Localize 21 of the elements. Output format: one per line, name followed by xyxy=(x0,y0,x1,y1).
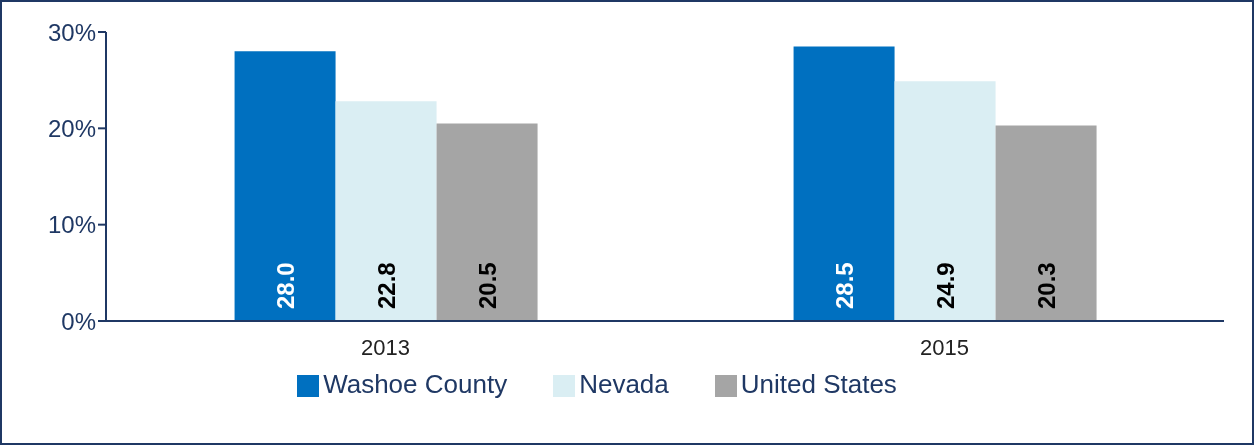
legend-label: United States xyxy=(740,369,897,399)
y-tick-label: 0% xyxy=(61,307,96,335)
x-tick-label: 2013 xyxy=(361,334,410,360)
bar xyxy=(793,46,895,321)
bar xyxy=(335,101,437,321)
data-label: 22.8 xyxy=(372,262,400,309)
bar xyxy=(234,51,336,321)
x-tick-label: 2015 xyxy=(920,334,969,360)
bar xyxy=(894,81,996,321)
bar xyxy=(995,125,1097,321)
bar xyxy=(436,123,538,321)
legend-label: Nevada xyxy=(579,369,669,399)
data-label: 28.5 xyxy=(830,262,858,309)
data-label: 28.0 xyxy=(271,262,299,309)
y-tick-label: 30% xyxy=(47,18,96,46)
y-tick-label: 10% xyxy=(47,211,96,239)
data-label: 20.3 xyxy=(1032,262,1060,309)
data-label: 20.5 xyxy=(473,262,501,309)
y-tick-label: 20% xyxy=(47,114,96,142)
legend-label: Washoe County xyxy=(323,369,508,399)
data-label: 24.9 xyxy=(931,262,959,309)
